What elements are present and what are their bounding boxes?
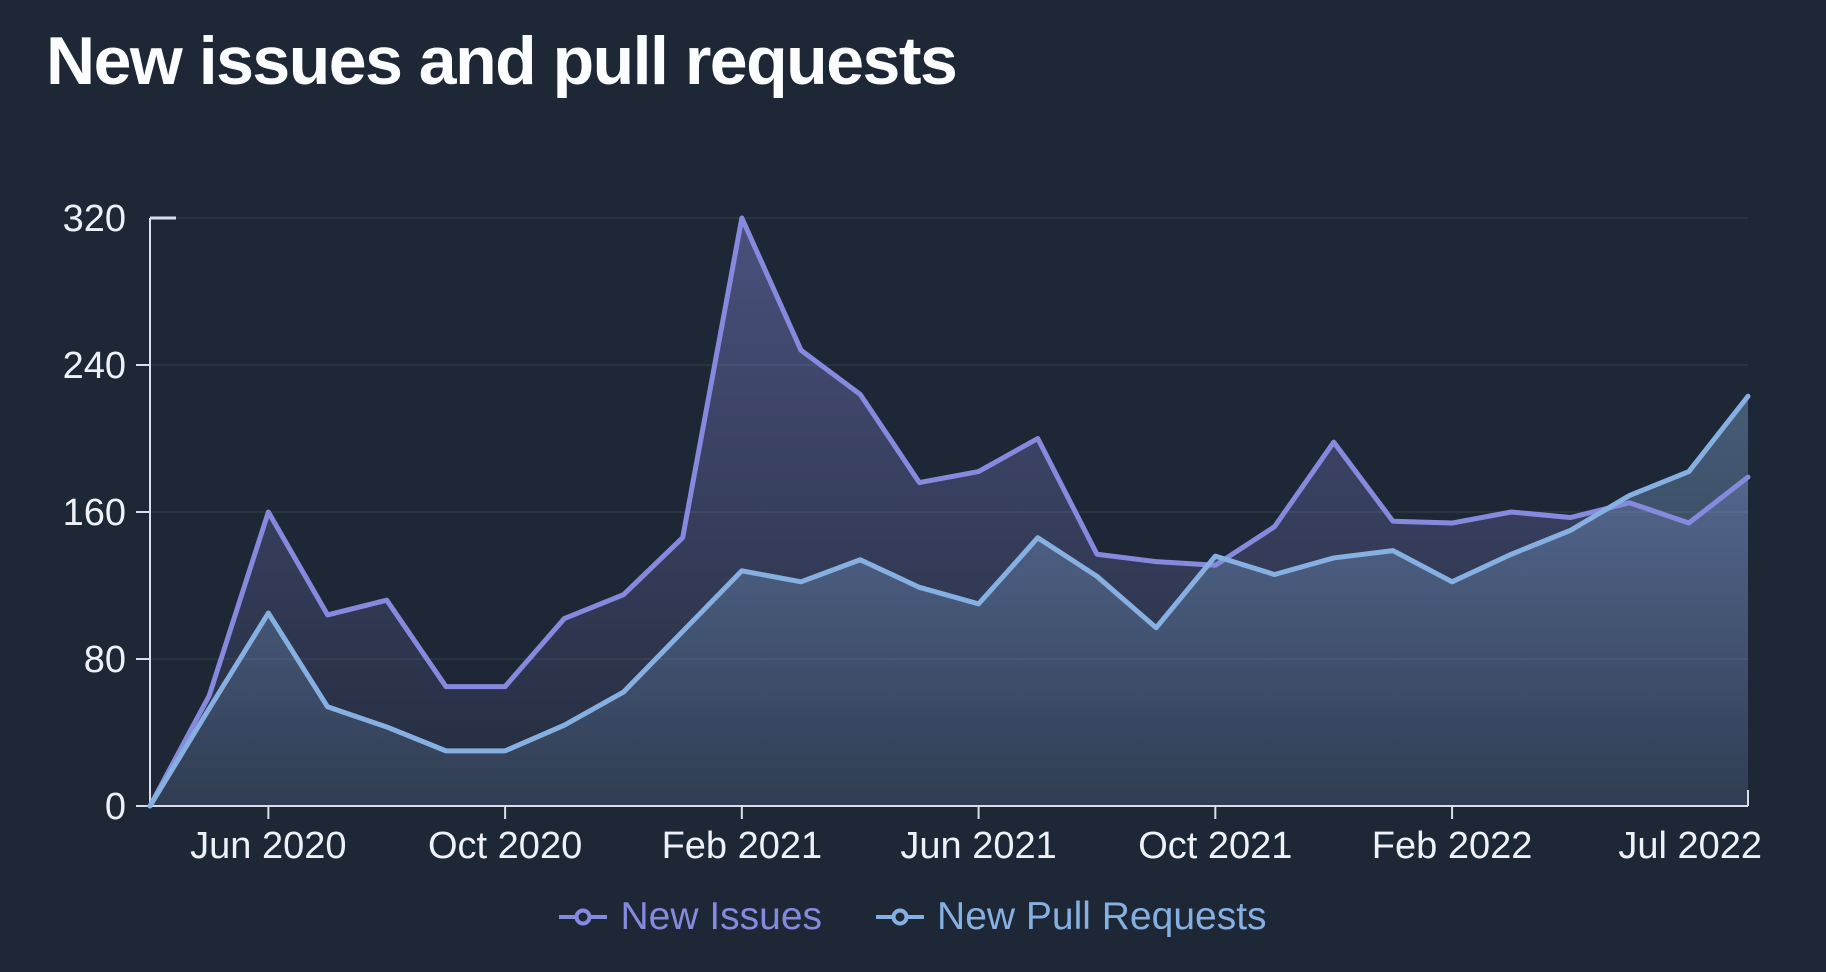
legend-label-new-pull-requests: New Pull Requests [937,895,1267,938]
new-pull-requests-area [150,396,1748,806]
chart-legend: New Issues New Pull Requests [0,897,1826,936]
legend-label-new-issues: New Issues [620,895,823,938]
y-axis-label: 240 [63,345,126,387]
x-axis-label: Oct 2021 [1138,825,1292,867]
x-axis-label: Oct 2020 [428,825,582,867]
x-axis-label: Jun 2020 [190,825,346,867]
new-pull-requests-line[interactable] [147,393,1751,809]
y-axis-label: 80 [84,639,126,681]
x-axis-label: Feb 2022 [1372,825,1533,867]
legend-item-new-issues[interactable]: New Issues [559,897,822,936]
line-series-marker-icon [876,908,925,925]
x-axis-label: Feb 2021 [662,825,823,867]
y-axis-label: 0 [105,786,126,828]
new-issues-line[interactable] [147,215,1751,809]
y-axis-label: 160 [63,492,126,534]
y-axis-label: 320 [63,198,126,240]
legend-item-new-pull-requests[interactable]: New Pull Requests [876,895,1267,938]
line-series-marker-icon [559,908,608,925]
chart-title: New issues and pull requests [46,23,958,99]
x-axis-label: Jul 2022 [1618,825,1762,867]
x-axis-label: Jun 2021 [900,825,1056,867]
